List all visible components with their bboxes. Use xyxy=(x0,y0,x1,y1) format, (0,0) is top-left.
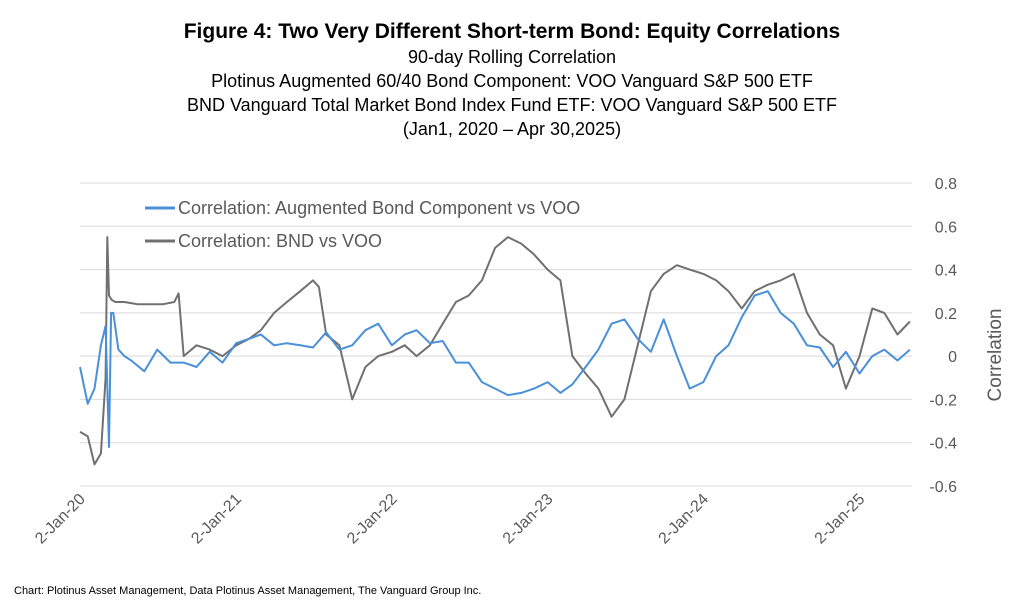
y-axis-ticks: 0.8 0.6 0.4 0.2 0 -0.2 -0.4 -0.6 xyxy=(929,176,957,496)
y-tick-label: 0.2 xyxy=(935,306,957,323)
y-tick-label: -0.4 xyxy=(929,436,957,453)
series-line-bnd-vs-voo xyxy=(79,236,911,466)
y-tick-label: 0.8 xyxy=(935,176,957,193)
chart-subtitle-4: (Jan1, 2020 – Apr 30,2025) xyxy=(402,119,622,139)
y-tick-label: 0.4 xyxy=(935,263,957,280)
x-tick-label: 2-Jan-20 xyxy=(32,491,89,548)
legend-label: Correlation: Augmented Bond Component vs… xyxy=(178,198,580,218)
legend-label: Correlation: BND vs VOO xyxy=(178,231,382,251)
x-tick-label: 2-Jan-22 xyxy=(344,491,401,548)
gridlines xyxy=(80,182,912,487)
y-tick-label: 0.6 xyxy=(935,219,957,236)
series-lines xyxy=(79,236,911,466)
y-tick-label: -0.6 xyxy=(929,479,957,496)
y-tick-label: -0.2 xyxy=(929,392,957,409)
chart-title: Figure 4: Two Very Different Short-term … xyxy=(183,20,841,43)
series-line-augmented-vs-voo xyxy=(79,290,911,448)
x-tick-label: 2-Jan-23 xyxy=(500,491,557,548)
legend: Correlation: Augmented Bond Component vs… xyxy=(145,198,580,251)
x-tick-label: 2-Jan-21 xyxy=(188,491,245,548)
chart-subtitle-2: Plotinus Augmented 60/40 Bond Component:… xyxy=(211,71,813,91)
chart-subtitle-3: BND Vanguard Total Market Bond Index Fun… xyxy=(186,95,837,115)
x-tick-label: 2-Jan-24 xyxy=(656,491,713,548)
y-tick-label: 0 xyxy=(948,349,957,366)
source-note: Chart: Plotinus Asset Management, Data P… xyxy=(14,585,482,597)
x-tick-label: 2-Jan-25 xyxy=(812,491,869,548)
chart-subtitle-1: 90-day Rolling Correlation xyxy=(407,47,617,67)
chart-titles: Figure 4: Two Very Different Short-term … xyxy=(0,18,1024,141)
y-axis-label: Correlation xyxy=(985,309,1006,402)
x-axis-ticks: 2-Jan-20 2-Jan-21 2-Jan-22 2-Jan-23 2-Jan-24… xyxy=(32,491,868,548)
